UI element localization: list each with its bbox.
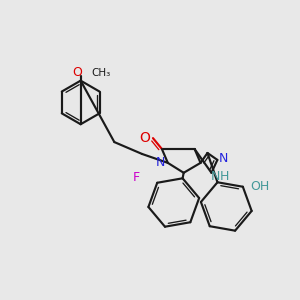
- Text: H: H: [220, 170, 229, 183]
- Text: N: N: [219, 152, 228, 165]
- Text: F: F: [133, 171, 140, 184]
- Text: O: O: [73, 66, 82, 79]
- Text: CH₃: CH₃: [92, 68, 111, 78]
- Text: O: O: [140, 131, 151, 145]
- Text: OH: OH: [250, 180, 270, 193]
- Text: N: N: [211, 170, 220, 183]
- Text: N: N: [156, 156, 166, 170]
